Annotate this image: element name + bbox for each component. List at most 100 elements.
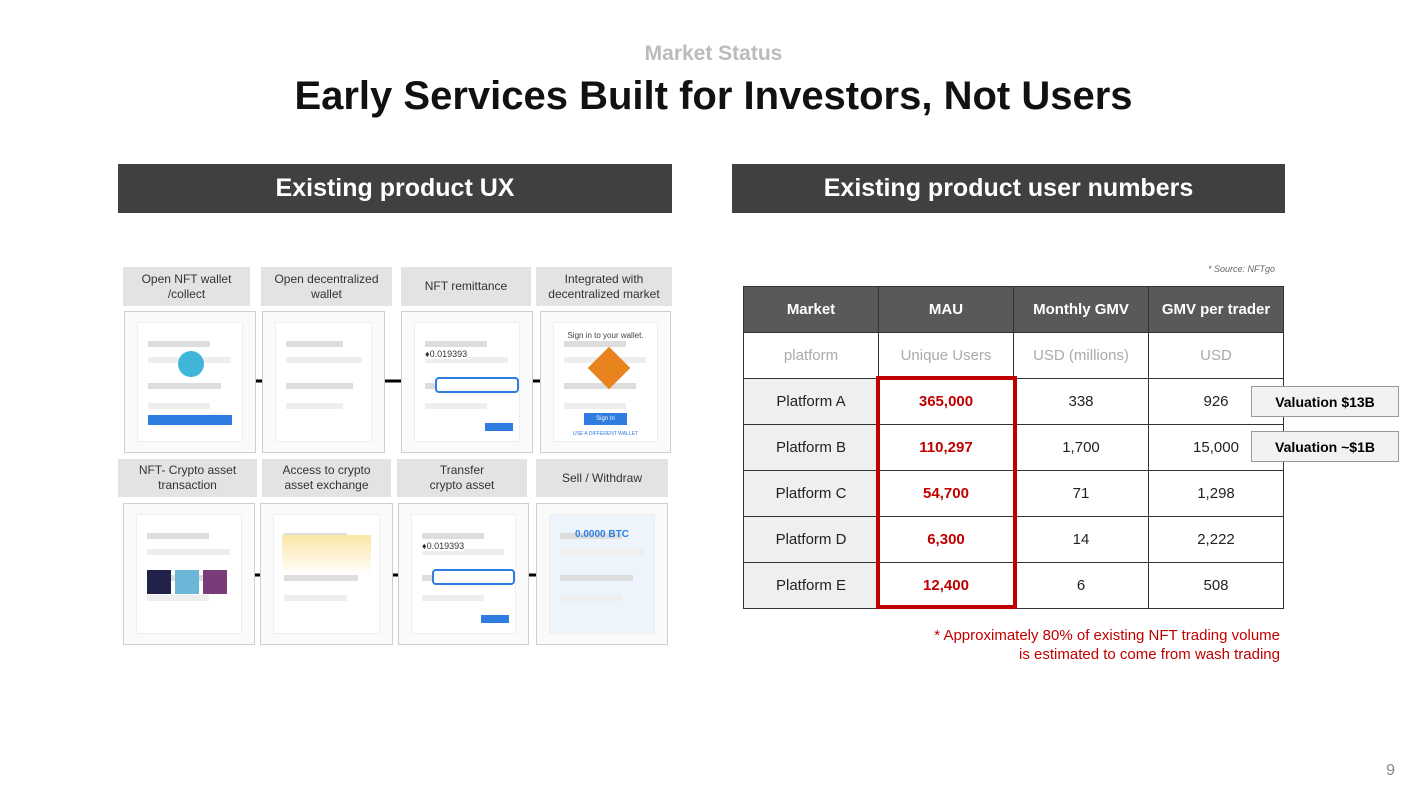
screenshot xyxy=(262,311,385,453)
platform-name: Platform E xyxy=(743,562,879,609)
platform-name: Platform D xyxy=(743,516,879,563)
table-cell: 508 xyxy=(1148,562,1284,609)
step-label-line: Sell / Withdraw xyxy=(561,470,643,485)
mock-line xyxy=(425,357,509,363)
step-label-line: crypto asset xyxy=(429,478,495,492)
platform-name: Platform C xyxy=(743,470,879,517)
screenshot: 0.0000 BTC xyxy=(536,503,668,645)
mock-card: ♦0.019393 xyxy=(414,322,520,442)
mau-highlight xyxy=(876,376,1017,609)
mock-line xyxy=(286,403,343,409)
mock-button xyxy=(481,615,509,623)
mock-text: Sign In xyxy=(584,413,627,425)
mock-line xyxy=(147,549,231,555)
table-unit: platform xyxy=(743,332,879,379)
step-label-line: transaction xyxy=(158,478,217,492)
source-note: * Source: NFTgo xyxy=(1207,264,1275,274)
right-heading: Existing product user numbers xyxy=(732,164,1285,213)
footnote-line: is estimated to come from wash trading xyxy=(1019,646,1280,663)
table-header: GMV per trader xyxy=(1148,286,1284,333)
mock-line xyxy=(564,383,637,389)
mock-card xyxy=(273,514,380,634)
step-label-line: Open NFT wallet xyxy=(141,271,232,286)
mock-button xyxy=(148,415,232,425)
screenshot: Sign in to your wallet. Sign In USE A DIFF… xyxy=(540,311,671,453)
mock-line xyxy=(564,341,626,347)
table-unit: Unique Users xyxy=(878,332,1014,379)
mock-card xyxy=(136,514,242,634)
table-cell: 14 xyxy=(1013,516,1149,563)
mock-card: Sign in to your wallet. Sign In USE A DIFF… xyxy=(553,322,658,442)
mock-line xyxy=(560,595,623,601)
screenshot: ♦0.019393 xyxy=(401,311,533,453)
step-label-line: /collect xyxy=(167,286,206,301)
screenshot xyxy=(123,503,255,645)
mock-text: ♦0.019393 xyxy=(425,349,468,359)
step-label: Open NFT wallet/collect xyxy=(123,267,250,306)
mock-input xyxy=(432,569,515,585)
mock-text: USE A DIFFERENT WALLET xyxy=(554,431,657,437)
slide-title: Early Services Built for Investors, Not … xyxy=(294,74,1133,118)
step-label-line: wallet xyxy=(311,286,342,301)
mock-nft xyxy=(147,570,171,594)
step-label-line: NFT remittance xyxy=(424,279,508,293)
mock-nft xyxy=(203,570,227,594)
mock-input xyxy=(435,377,519,393)
table-cell: 6 xyxy=(1013,562,1149,609)
mock-button xyxy=(485,423,513,431)
mock-line xyxy=(425,403,488,409)
step-label-line: asset exchange xyxy=(284,478,369,492)
platform-name: Platform A xyxy=(743,378,879,425)
mock-line xyxy=(148,383,221,389)
table-cell: 71 xyxy=(1013,470,1149,517)
mock-nft xyxy=(175,570,199,594)
table-cell: 1,700 xyxy=(1013,424,1149,471)
mock-line xyxy=(564,403,626,409)
table-header: Monthly GMV xyxy=(1013,286,1149,333)
step-label-line: Transfer xyxy=(439,463,485,477)
mock-line xyxy=(425,341,488,347)
step-label: NFT remittance xyxy=(401,267,531,306)
table-header: Market xyxy=(743,286,879,333)
mock-line xyxy=(148,403,211,409)
mock-line xyxy=(560,533,623,539)
screenshot xyxy=(260,503,393,645)
mock-line xyxy=(422,595,484,601)
left-heading: Existing product UX xyxy=(118,164,672,213)
mock-text: Sign in to your wallet. xyxy=(554,331,657,340)
screenshot: ♦0.019393 xyxy=(398,503,529,645)
mock-logo xyxy=(178,351,204,377)
mock-text: ♦0.019393 xyxy=(422,541,465,551)
step-label: NFT- Crypto asset transaction xyxy=(118,459,257,497)
table-cell: 338 xyxy=(1013,378,1149,425)
table-header: MAU xyxy=(878,286,1014,333)
platform-name: Platform B xyxy=(743,424,879,471)
step-label: Sell / Withdraw xyxy=(536,459,668,497)
valuation-badge: Valuation $13B xyxy=(1251,386,1399,417)
mock-line xyxy=(284,575,358,581)
mock-card xyxy=(137,322,243,442)
step-label: Integrated with decentralized market xyxy=(536,267,672,306)
mock-line xyxy=(422,549,505,555)
step-label-line: NFT- Crypto asset xyxy=(138,463,237,477)
mock-line xyxy=(560,575,633,581)
section-label: Market Status xyxy=(644,42,783,65)
step-label: Open decentralized wallet xyxy=(261,267,392,306)
mock-card: ♦0.019393 xyxy=(411,514,516,634)
mock-line xyxy=(286,357,362,363)
step-label-line: Access to crypto xyxy=(282,463,371,477)
mock-line xyxy=(286,341,343,347)
table-unit: USD xyxy=(1148,332,1284,379)
mock-card xyxy=(275,322,372,442)
mock-line xyxy=(148,341,211,347)
mock-text: 0.0000 BTC xyxy=(575,529,629,540)
table-cell: 1,298 xyxy=(1148,470,1284,517)
mock-chart xyxy=(282,535,371,575)
mock-line xyxy=(560,549,644,555)
mock-line xyxy=(147,533,210,539)
step-label: Access to crypto asset exchange xyxy=(262,459,391,497)
table-cell: 2,222 xyxy=(1148,516,1284,563)
valuation-badge: Valuation ~$1B xyxy=(1251,431,1399,462)
screenshot xyxy=(124,311,256,453)
